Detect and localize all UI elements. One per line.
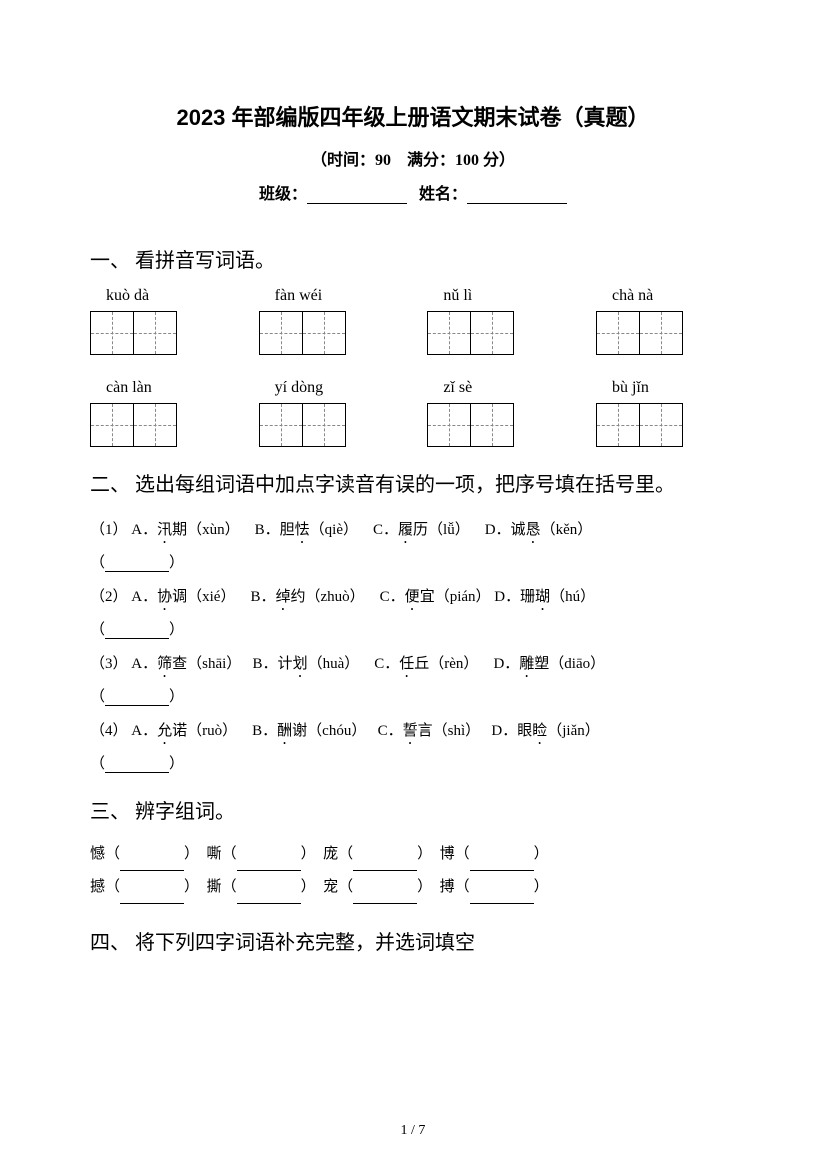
section-3-heading: 三、 辨字组词。 [90, 795, 736, 824]
char-box-pair[interactable] [90, 311, 230, 355]
class-blank[interactable] [307, 188, 407, 204]
pinyin-item: bù jǐn [596, 379, 736, 447]
section-2-heading: 二、 选出每组词语中加点字读音有误的一项，把序号填在括号里。 [90, 469, 736, 501]
student-info-line: 班级： 姓名： [90, 180, 736, 204]
answer-blank[interactable]: （） [90, 752, 736, 773]
pinyin-label: kuò dà [90, 287, 230, 305]
char-box-pair[interactable] [596, 403, 736, 447]
q2-item-1: （1） A．汛期（xùn） B．胆怯（qiè） C．履历（lǚ） D．诚恳（kě… [90, 515, 736, 547]
pinyin-item: chà nà [596, 287, 736, 355]
pinyin-row-2: càn làn yí dòng zǐ sè bù jǐn [90, 379, 736, 447]
word-blank[interactable] [470, 889, 534, 904]
section-2-items: （1） A．汛期（xùn） B．胆怯（qiè） C．履历（lǚ） D．诚恳（kě… [90, 515, 736, 773]
pinyin-label: chà nà [596, 287, 736, 305]
pinyin-item: kuò dà [90, 287, 230, 355]
section-4-heading: 四、 将下列四字词语补充完整，并选词填空 [90, 926, 736, 955]
word-blank[interactable] [237, 889, 301, 904]
pinyin-item: càn làn [90, 379, 230, 447]
word-blank[interactable] [353, 856, 417, 871]
word-blank[interactable] [120, 856, 184, 871]
char-box-pair[interactable] [596, 311, 736, 355]
pinyin-label: yí dòng [259, 379, 399, 397]
pinyin-item: yí dòng [259, 379, 399, 447]
answer-blank[interactable]: （） [90, 551, 736, 572]
char-box-pair[interactable] [90, 403, 230, 447]
exam-subtitle: （时间：90 满分：100 分） [90, 146, 736, 170]
char-box-pair[interactable] [259, 403, 399, 447]
pinyin-item: fàn wéi [259, 287, 399, 355]
char-box-pair[interactable] [427, 311, 567, 355]
pinyin-row-1: kuò dà fàn wéi nǔ lì chà nà [90, 287, 736, 355]
pinyin-label: fàn wéi [259, 287, 399, 305]
pinyin-label: bù jǐn [596, 379, 736, 397]
bianzi-row-1: 憾（） 嘶（） 庞（） 博（） [90, 838, 736, 871]
char-box-pair[interactable] [427, 403, 567, 447]
pinyin-label: càn làn [90, 379, 230, 397]
name-blank[interactable] [467, 188, 567, 204]
word-blank[interactable] [237, 856, 301, 871]
char-box-pair[interactable] [259, 311, 399, 355]
section-1-heading: 一、 看拼音写词语。 [90, 244, 736, 273]
pinyin-item: nǔ lì [427, 287, 567, 355]
pinyin-item: zǐ sè [427, 379, 567, 447]
pinyin-label: nǔ lì [427, 287, 567, 305]
name-label: 姓名： [419, 186, 467, 203]
word-blank[interactable] [470, 856, 534, 871]
word-blank[interactable] [120, 889, 184, 904]
class-label: 班级： [259, 186, 307, 203]
page-footer: 1 / 7 [0, 1123, 826, 1139]
pinyin-label: zǐ sè [427, 379, 567, 397]
exam-title: 2023 年部编版四年级上册语文期末试卷（真题） [90, 100, 736, 132]
answer-blank[interactable]: （） [90, 685, 736, 706]
q2-item-2: （2） A．协调（xié） B．绰约（zhuò） C．便宜（pián） D．珊瑚… [90, 582, 736, 614]
answer-blank[interactable]: （） [90, 618, 736, 639]
bianzi-row-2: 撼（） 撕（） 宠（） 搏（） [90, 871, 736, 904]
q2-item-4: （4） A．允诺（ruò） B．酬谢（chóu） C．誓言（shì） D．眼睑（… [90, 716, 736, 748]
word-blank[interactable] [353, 889, 417, 904]
q2-item-3: （3） A．筛查（shāi） B．计划（huà） C．任丘（rèn） D．雕塑（… [90, 649, 736, 681]
